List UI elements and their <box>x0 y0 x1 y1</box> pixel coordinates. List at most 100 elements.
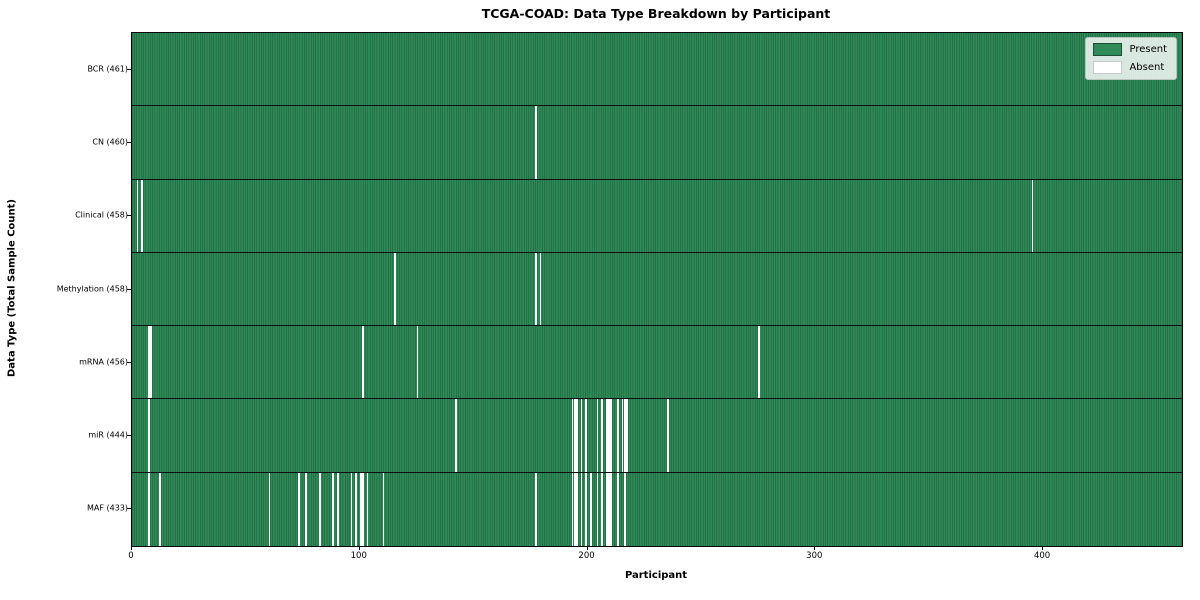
y-tick-label: CN (460) <box>92 137 128 147</box>
y-tick-label: Clinical (458) <box>75 210 128 220</box>
absent-mark <box>576 399 578 472</box>
absent-mark <box>596 399 599 472</box>
absent-mark <box>535 472 537 546</box>
absent-mark <box>758 326 761 399</box>
absent-mark <box>571 472 574 546</box>
x-tick-label: 200 <box>578 551 595 561</box>
y-tick <box>127 141 131 143</box>
absent-mark <box>147 472 150 546</box>
absent-mark <box>576 472 578 546</box>
heatmap-row-maf <box>132 472 1182 546</box>
present-swatch-icon <box>1093 43 1123 56</box>
absent-mark <box>455 399 458 472</box>
absent-mark <box>573 472 576 546</box>
absent-mark <box>355 472 357 546</box>
absent-mark <box>623 399 626 472</box>
y-tick-label: Methylation (458) <box>56 284 128 293</box>
absent-mark <box>608 472 610 546</box>
absent-mark <box>610 472 613 546</box>
y-tick <box>127 435 131 437</box>
y-tick-label: BCR (461) <box>87 64 128 74</box>
absent-mark <box>605 399 608 472</box>
absent-mark <box>585 472 588 546</box>
absent-mark <box>147 326 150 399</box>
legend-entry-present: Present <box>1093 43 1167 56</box>
absent-mark <box>601 472 603 546</box>
chart-title: TCGA-COAD: Data Type Breakdown by Partic… <box>481 6 831 21</box>
absent-mark <box>571 399 574 472</box>
absent-mark <box>159 472 162 546</box>
heatmap-row-mir <box>132 399 1182 473</box>
absent-mark <box>580 472 583 546</box>
y-tick-label: MAF (433) <box>86 503 128 513</box>
absent-mark <box>617 399 619 472</box>
x-tick <box>1042 546 1044 550</box>
y-tick <box>127 215 131 217</box>
absent-mark <box>626 399 629 472</box>
heatmap-row-methylation <box>132 252 1182 327</box>
absent-mark <box>362 472 364 546</box>
absent-mark <box>535 106 537 179</box>
x-tick <box>586 546 588 550</box>
absent-mark <box>268 472 271 546</box>
y-tick <box>127 508 131 510</box>
x-tick <box>131 546 132 550</box>
absent-mark <box>318 472 321 546</box>
absent-mark <box>305 472 307 546</box>
absent-mark <box>393 252 396 326</box>
absent-mark <box>332 472 335 546</box>
absent-mark <box>147 399 150 472</box>
absent-mark <box>621 399 624 472</box>
x-axis-label: Participant <box>624 570 688 581</box>
y-tick <box>127 361 131 363</box>
absent-mark <box>596 472 599 546</box>
x-tick-label: 300 <box>806 551 823 561</box>
absent-mark <box>585 399 588 472</box>
absent-mark <box>605 472 608 546</box>
y-tick-label: mRNA (456) <box>79 357 128 367</box>
absent-mark <box>336 472 339 546</box>
absent-mark <box>1031 179 1034 252</box>
legend-entry-absent: Absent <box>1093 61 1167 74</box>
x-tick-label: 0 <box>128 551 134 561</box>
x-tick-label: 400 <box>1033 551 1051 561</box>
absent-mark <box>359 472 362 546</box>
heatmap-row-cn <box>132 106 1182 180</box>
y-tick <box>127 288 131 290</box>
heatmap-row-bcr <box>132 33 1182 107</box>
x-tick-label: 100 <box>350 551 367 561</box>
absent-mark <box>535 252 537 326</box>
absent-mark <box>589 472 592 546</box>
absent-swatch-icon <box>1093 61 1123 74</box>
x-tick <box>358 546 360 550</box>
heatmap-row-mrna <box>132 326 1182 400</box>
y-tick <box>127 68 131 70</box>
absent-mark <box>539 252 542 326</box>
y-tick-label: miR (444) <box>88 430 128 440</box>
absent-mark <box>608 399 610 472</box>
absent-mark <box>362 326 364 399</box>
absent-mark <box>136 179 139 252</box>
absent-mark <box>416 326 419 399</box>
absent-mark <box>623 472 626 546</box>
absent-mark <box>601 399 603 472</box>
absent-mark <box>150 326 152 399</box>
legend-label-absent: Absent <box>1129 62 1165 73</box>
heatmap-row-clinical <box>132 179 1182 253</box>
y-axis-label: Data Type (Total Sample Count) <box>6 198 18 378</box>
absent-mark <box>667 399 669 472</box>
absent-mark <box>610 399 613 472</box>
absent-mark <box>573 399 576 472</box>
absent-mark <box>350 472 353 546</box>
absent-mark <box>298 472 301 546</box>
absent-mark <box>382 472 385 546</box>
legend-label-present: Present <box>1129 44 1167 55</box>
plot-area <box>131 32 1183 547</box>
absent-mark <box>617 472 619 546</box>
absent-mark <box>141 179 143 252</box>
legend: Present Absent <box>1085 37 1177 80</box>
absent-mark <box>366 472 369 546</box>
absent-mark <box>580 399 583 472</box>
x-tick <box>814 546 816 550</box>
